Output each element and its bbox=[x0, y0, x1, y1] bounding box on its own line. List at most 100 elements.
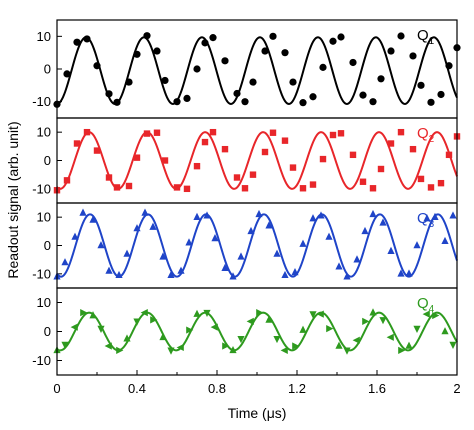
y-tick-label-p2-2: -10 bbox=[32, 181, 51, 196]
data-point-q2-9 bbox=[143, 130, 151, 137]
data-point-q2-8 bbox=[133, 154, 141, 161]
data-point-q1-8 bbox=[133, 50, 141, 58]
panel-label-sub-q2: 2 bbox=[429, 134, 435, 145]
data-point-q3-32 bbox=[335, 262, 343, 270]
data-point-q2-17 bbox=[221, 145, 229, 153]
y-tick-label-p1-1: 0 bbox=[44, 62, 51, 77]
data-point-q3-21 bbox=[237, 252, 245, 260]
data-point-q4-20 bbox=[229, 345, 237, 354]
x-tick-label-1: 0.4 bbox=[128, 381, 146, 396]
data-point-q4-25 bbox=[273, 335, 281, 344]
data-point-q4-18 bbox=[210, 323, 218, 331]
data-point-q4-8 bbox=[123, 334, 131, 342]
data-point-q2-24 bbox=[289, 164, 297, 171]
panel-label-q1: Q1 bbox=[417, 27, 435, 47]
data-point-q3-10 bbox=[141, 208, 149, 216]
data-point-q2-36 bbox=[409, 145, 417, 153]
data-point-q1-37 bbox=[417, 81, 425, 89]
panel-label-sub-q3: 3 bbox=[429, 219, 435, 230]
data-point-q3-5 bbox=[97, 241, 105, 249]
data-point-q2-15 bbox=[201, 138, 209, 146]
y-tick-label-p3-2: -10 bbox=[32, 266, 51, 281]
data-point-q2-33 bbox=[377, 165, 385, 173]
data-point-q4-24 bbox=[265, 315, 273, 323]
data-point-q2-40 bbox=[445, 151, 453, 159]
x-axis-title: Time (μs) bbox=[228, 405, 287, 421]
data-point-q1-23 bbox=[281, 49, 289, 57]
data-point-q1-22 bbox=[269, 32, 277, 40]
data-point-q4-28 bbox=[299, 325, 307, 333]
data-point-q3-35 bbox=[361, 226, 369, 235]
data-point-q1-38 bbox=[427, 98, 435, 106]
data-point-q3-43 bbox=[431, 212, 439, 220]
x-tick-label-3: 1.2 bbox=[288, 381, 306, 396]
data-point-q4-23 bbox=[256, 309, 264, 317]
data-point-q3-40 bbox=[405, 269, 413, 277]
data-point-q1-20 bbox=[249, 78, 257, 86]
data-point-q3-29 bbox=[309, 214, 317, 222]
data-point-q1-14 bbox=[193, 65, 201, 73]
y-tick-label-p2-1: 0 bbox=[44, 153, 51, 168]
data-point-q1-35 bbox=[397, 32, 405, 40]
data-point-q1-2 bbox=[73, 38, 81, 46]
data-point-q2-32 bbox=[369, 185, 377, 192]
data-point-q1-5 bbox=[105, 90, 113, 98]
y-tick-label-p2-0: 10 bbox=[37, 125, 51, 140]
y-tick-label-p4-2: -10 bbox=[32, 353, 51, 368]
data-point-q3-3 bbox=[79, 208, 87, 216]
data-point-q2-3 bbox=[83, 128, 91, 136]
data-point-q1-6 bbox=[113, 98, 121, 106]
data-point-q3-6 bbox=[105, 266, 113, 274]
data-point-q4-12 bbox=[159, 332, 167, 341]
data-point-q2-27 bbox=[319, 155, 327, 163]
data-point-q4-31 bbox=[326, 325, 334, 333]
panel-label-main-q3: Q bbox=[417, 210, 429, 227]
data-point-q2-31 bbox=[359, 178, 367, 185]
data-point-q3-18 bbox=[211, 234, 219, 242]
data-point-q1-13 bbox=[183, 94, 191, 102]
data-point-q1-19 bbox=[241, 98, 249, 106]
data-point-q2-35 bbox=[397, 128, 405, 136]
data-point-q1-9 bbox=[143, 32, 151, 40]
data-point-q3-42 bbox=[423, 214, 431, 222]
data-point-q1-34 bbox=[387, 47, 395, 55]
data-point-q4-45 bbox=[449, 341, 457, 349]
data-point-q4-10 bbox=[140, 309, 148, 317]
data-point-q3-31 bbox=[325, 232, 333, 240]
data-point-q2-38 bbox=[427, 184, 435, 191]
data-point-q2-22 bbox=[269, 129, 277, 136]
data-point-q3-28 bbox=[299, 239, 307, 247]
data-point-q1-36 bbox=[409, 52, 417, 60]
data-point-q3-1 bbox=[61, 258, 69, 266]
panel-label-q4: Q4 bbox=[417, 295, 435, 315]
data-point-q3-38 bbox=[387, 246, 395, 254]
data-point-q1-32 bbox=[369, 98, 377, 106]
data-point-q1-26 bbox=[309, 93, 317, 101]
data-point-q3-34 bbox=[353, 255, 361, 263]
data-point-q4-29 bbox=[309, 311, 317, 319]
y-tick-label-p3-1: 0 bbox=[44, 238, 51, 253]
data-point-q4-2 bbox=[70, 323, 78, 331]
data-point-q2-4 bbox=[93, 147, 101, 154]
data-point-q1-21 bbox=[261, 47, 269, 55]
data-point-q1-30 bbox=[349, 58, 357, 67]
data-point-q4-42 bbox=[422, 310, 430, 318]
data-point-q2-11 bbox=[161, 157, 169, 164]
data-point-q2-23 bbox=[281, 137, 289, 144]
data-point-q4-9 bbox=[133, 318, 141, 326]
x-tick-label-5: 2 bbox=[453, 381, 460, 396]
data-point-q4-43 bbox=[432, 311, 440, 320]
data-point-q1-33 bbox=[377, 75, 385, 83]
data-point-q1-28 bbox=[329, 37, 337, 45]
data-point-q1-1 bbox=[63, 70, 71, 78]
data-point-q1-15 bbox=[201, 39, 209, 47]
data-point-q3-13 bbox=[167, 270, 175, 279]
data-point-q3-20 bbox=[229, 272, 237, 280]
data-point-q3-25 bbox=[273, 249, 281, 257]
data-point-q1-40 bbox=[445, 62, 453, 70]
data-point-q3-9 bbox=[133, 224, 141, 232]
data-point-q3-14 bbox=[177, 266, 185, 274]
data-point-q2-19 bbox=[241, 185, 249, 192]
data-point-q4-11 bbox=[150, 316, 158, 324]
data-point-q3-15 bbox=[185, 238, 193, 246]
